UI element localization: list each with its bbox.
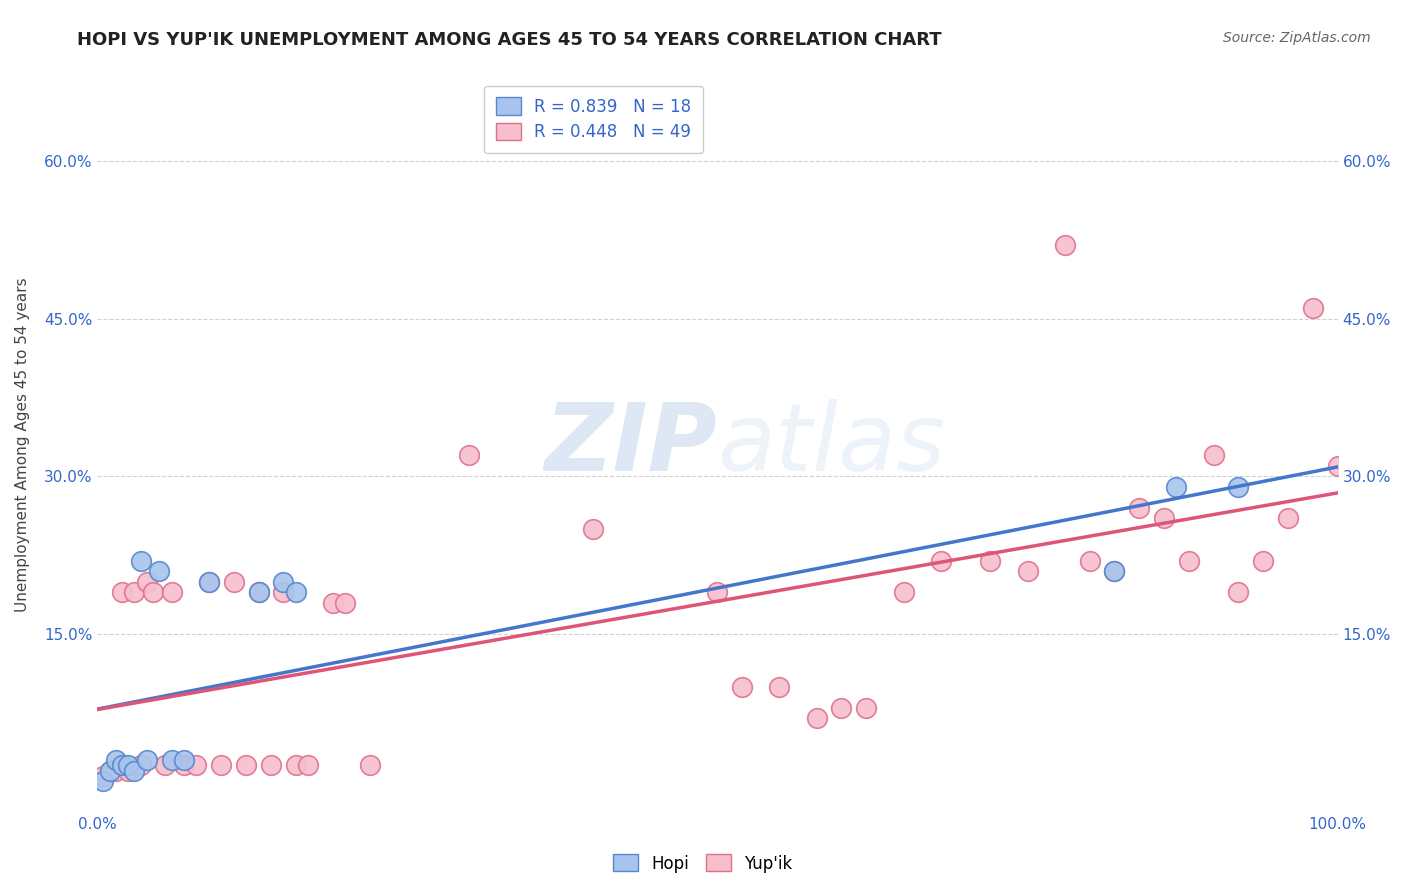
Point bbox=[582, 522, 605, 536]
Point bbox=[93, 769, 115, 783]
Point bbox=[806, 711, 828, 725]
Point bbox=[98, 764, 121, 778]
Y-axis label: Unemployment Among Ages 45 to 54 years: Unemployment Among Ages 45 to 54 years bbox=[15, 277, 30, 612]
Point bbox=[155, 758, 177, 772]
Point bbox=[768, 680, 790, 694]
Point bbox=[284, 585, 307, 599]
Point bbox=[104, 764, 127, 778]
Point bbox=[1227, 480, 1250, 494]
Legend: R = 0.839   N = 18, R = 0.448   N = 49: R = 0.839 N = 18, R = 0.448 N = 49 bbox=[484, 86, 703, 153]
Point bbox=[1166, 480, 1188, 494]
Legend: Hopi, Yup'ik: Hopi, Yup'ik bbox=[606, 847, 800, 880]
Point bbox=[129, 758, 152, 772]
Point bbox=[247, 585, 270, 599]
Point bbox=[1302, 301, 1324, 316]
Point bbox=[142, 585, 165, 599]
Point bbox=[186, 758, 208, 772]
Text: Source: ZipAtlas.com: Source: ZipAtlas.com bbox=[1223, 31, 1371, 45]
Point bbox=[731, 680, 754, 694]
Point bbox=[1202, 449, 1225, 463]
Point bbox=[830, 700, 852, 714]
Point bbox=[173, 753, 195, 767]
Point bbox=[98, 764, 121, 778]
Point bbox=[297, 758, 319, 772]
Point bbox=[1104, 564, 1126, 578]
Point bbox=[198, 574, 221, 589]
Point bbox=[1017, 564, 1039, 578]
Point bbox=[124, 764, 146, 778]
Point bbox=[1153, 511, 1175, 525]
Point bbox=[1053, 238, 1076, 252]
Point bbox=[271, 574, 294, 589]
Point bbox=[235, 758, 257, 772]
Point bbox=[284, 758, 307, 772]
Point bbox=[160, 585, 183, 599]
Point bbox=[1128, 501, 1150, 516]
Point bbox=[271, 585, 294, 599]
Point bbox=[173, 758, 195, 772]
Point bbox=[979, 553, 1001, 567]
Point bbox=[129, 553, 152, 567]
Point bbox=[209, 758, 232, 772]
Point bbox=[322, 595, 344, 609]
Point bbox=[359, 758, 381, 772]
Point bbox=[1251, 553, 1274, 567]
Point bbox=[117, 758, 139, 772]
Point bbox=[148, 564, 170, 578]
Point bbox=[458, 449, 481, 463]
Point bbox=[222, 574, 245, 589]
Point bbox=[1326, 458, 1348, 473]
Point bbox=[260, 758, 283, 772]
Point bbox=[135, 574, 157, 589]
Point bbox=[247, 585, 270, 599]
Point bbox=[124, 585, 146, 599]
Point bbox=[335, 595, 357, 609]
Text: ZIP: ZIP bbox=[544, 399, 717, 491]
Point bbox=[855, 700, 877, 714]
Point bbox=[93, 774, 115, 789]
Point bbox=[160, 753, 183, 767]
Point bbox=[929, 553, 952, 567]
Point bbox=[104, 753, 127, 767]
Text: atlas: atlas bbox=[717, 400, 946, 491]
Point bbox=[1227, 585, 1250, 599]
Point bbox=[1104, 564, 1126, 578]
Point bbox=[706, 585, 728, 599]
Point bbox=[1078, 553, 1101, 567]
Point bbox=[1277, 511, 1299, 525]
Point bbox=[893, 585, 915, 599]
Point bbox=[1178, 553, 1201, 567]
Point bbox=[111, 758, 134, 772]
Point bbox=[117, 764, 139, 778]
Point bbox=[135, 753, 157, 767]
Text: HOPI VS YUP'IK UNEMPLOYMENT AMONG AGES 45 TO 54 YEARS CORRELATION CHART: HOPI VS YUP'IK UNEMPLOYMENT AMONG AGES 4… bbox=[77, 31, 942, 49]
Point bbox=[198, 574, 221, 589]
Point bbox=[111, 585, 134, 599]
